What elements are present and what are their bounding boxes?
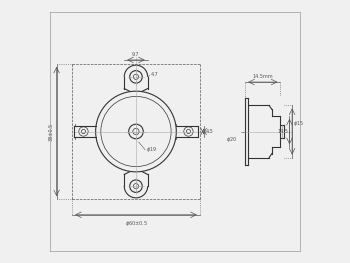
Text: 14.5: 14.5: [277, 129, 288, 134]
Text: 4.5: 4.5: [206, 129, 214, 134]
Text: 4.7: 4.7: [150, 72, 158, 77]
Text: $\phi$20: $\phi$20: [226, 135, 237, 144]
Text: 9.7: 9.7: [132, 52, 140, 57]
Text: $\phi$60±0.5: $\phi$60±0.5: [125, 219, 147, 228]
Text: $\phi$19: $\phi$19: [146, 145, 158, 154]
Text: 38±0.5: 38±0.5: [49, 123, 54, 140]
Text: $\phi$15: $\phi$15: [293, 119, 304, 128]
Text: 14.5mm: 14.5mm: [252, 74, 273, 79]
